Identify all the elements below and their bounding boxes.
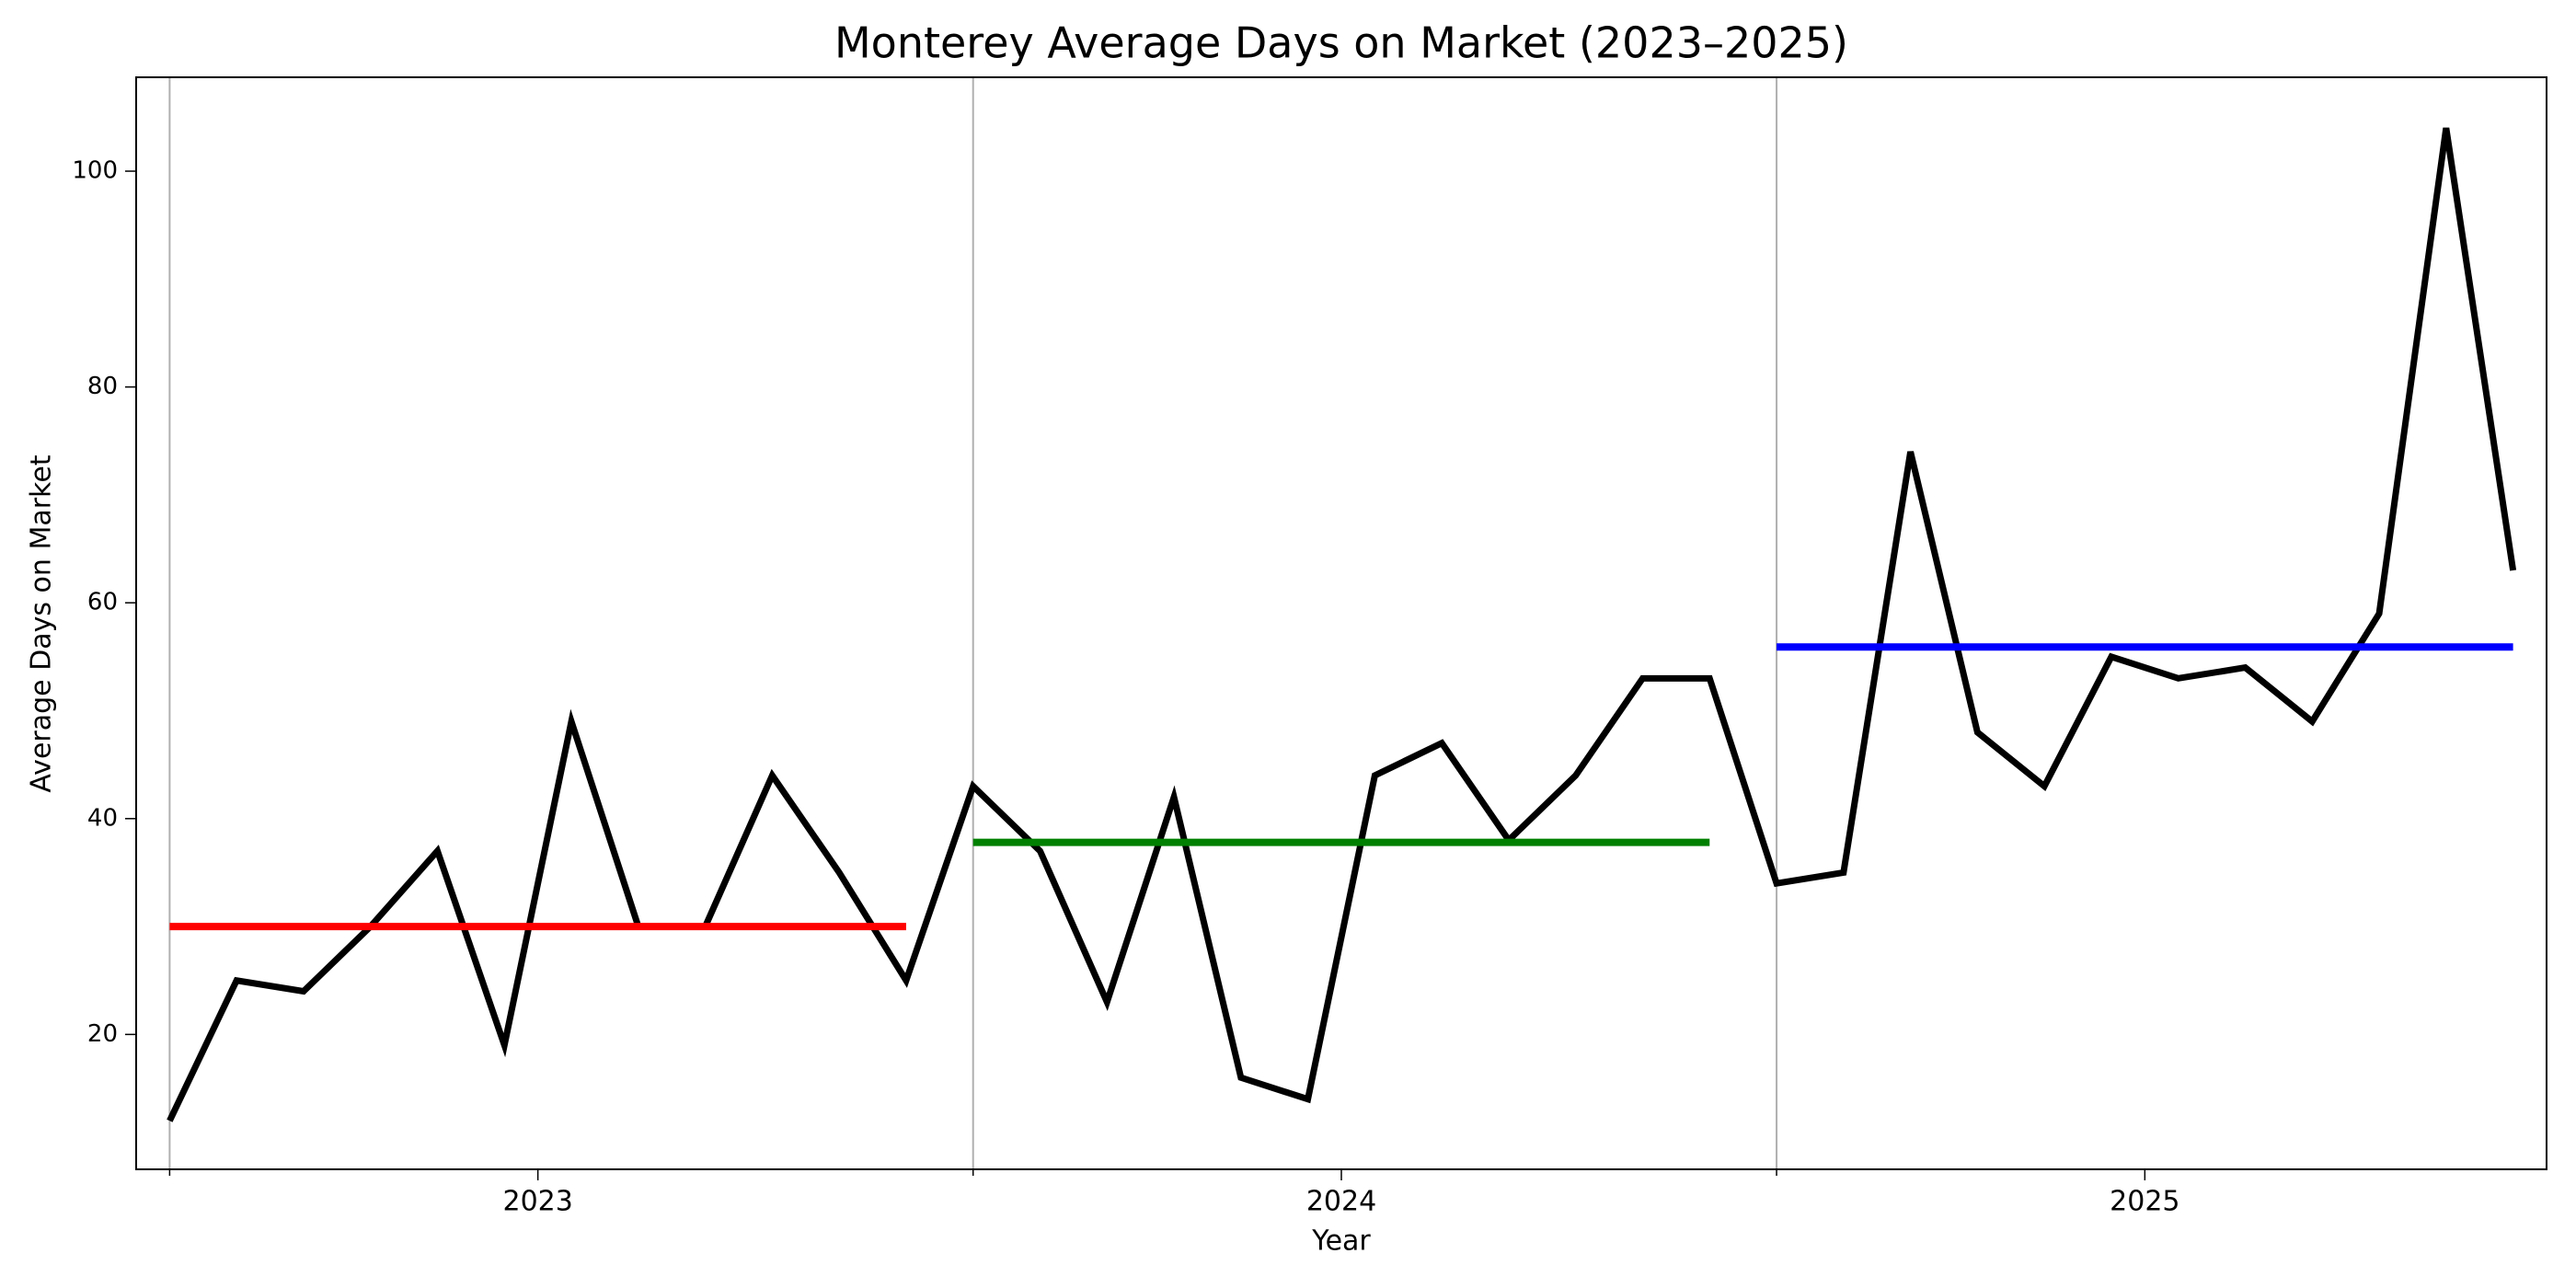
data-line	[167, 127, 2517, 1122]
x-tick-label: 2023	[502, 1186, 572, 1218]
y-tick-label: 100	[72, 157, 118, 185]
x-tick-label: 2024	[1306, 1186, 1376, 1218]
plot-frame	[135, 76, 2547, 1170]
chart-title: Monterey Average Days on Market (2023–20…	[834, 18, 1848, 68]
y-tick-label: 80	[87, 373, 118, 400]
x-tick-label: 2025	[2110, 1186, 2179, 1218]
x-axis-label: Year	[1311, 1225, 1371, 1258]
y-tick-label: 20	[87, 1020, 118, 1048]
y-axis-label: Average Days on Market	[26, 454, 58, 792]
y-tick-label: 40	[87, 804, 118, 832]
y-tick-label: 60	[87, 589, 118, 616]
